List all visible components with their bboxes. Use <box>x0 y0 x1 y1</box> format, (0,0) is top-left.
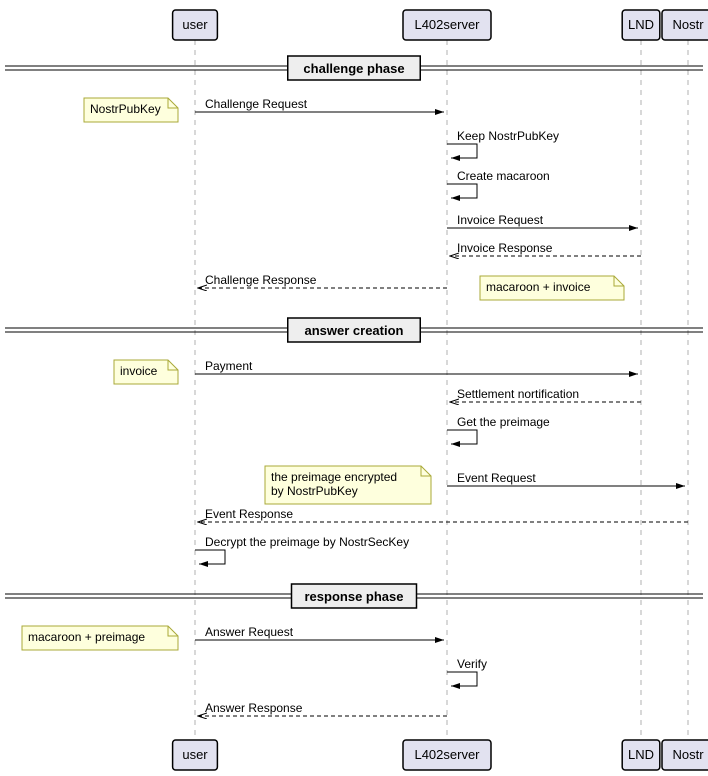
self-message-arrow <box>447 430 477 444</box>
sequence-diagram: user L402server LND Nostr user L402server LND N… <box>0 0 708 776</box>
note-text: invoice <box>120 364 158 378</box>
message-label: Get the preimage <box>457 415 550 429</box>
divider-label: challenge phase <box>303 61 404 76</box>
self-message-arrow <box>447 144 477 158</box>
note-text: macaroon + preimage <box>28 630 145 644</box>
participant-label: L402server <box>414 17 480 32</box>
message-label: Answer Response <box>205 701 303 715</box>
divider-label: answer creation <box>305 323 404 338</box>
note-text: macaroon + invoice <box>486 280 591 294</box>
divider-label: response phase <box>305 589 404 604</box>
message-label: Invoice Request <box>457 213 544 227</box>
note-text: NostrPubKey <box>90 102 161 116</box>
participant-label: user <box>182 747 208 762</box>
note: the preimage encryptedby NostrPubKey <box>265 466 431 504</box>
participant-label: Nostr <box>672 17 704 32</box>
message-label: Invoice Response <box>457 241 553 255</box>
self-message-arrow <box>195 550 225 564</box>
self-message-arrow <box>447 184 477 198</box>
message-label: Challenge Response <box>205 273 317 287</box>
note: macaroon + preimage <box>22 626 178 650</box>
participant-label: LND <box>628 747 654 762</box>
message-label: Decrypt the preimage by NostrSecKey <box>205 535 409 549</box>
message-label: Payment <box>205 359 253 373</box>
participant-label: LND <box>628 17 654 32</box>
note: NostrPubKey <box>84 98 178 122</box>
note: macaroon + invoice <box>480 276 624 300</box>
message-label: Verify <box>457 657 487 671</box>
message-label: Event Response <box>205 507 293 521</box>
message-label: Answer Request <box>205 625 294 639</box>
message-label: Keep NostrPubKey <box>457 129 559 143</box>
note: invoice <box>114 360 178 384</box>
self-message-arrow <box>447 672 477 686</box>
message-label: Settlement nortification <box>457 387 579 401</box>
note-text: by NostrPubKey <box>271 484 358 498</box>
message-label: Event Request <box>457 471 536 485</box>
message-label: Create macaroon <box>457 169 550 183</box>
participant-label: Nostr <box>672 747 704 762</box>
participant-label: L402server <box>414 747 480 762</box>
note-text: the preimage encrypted <box>271 470 397 484</box>
message-label: Challenge Request <box>205 97 308 111</box>
participant-label: user <box>182 17 208 32</box>
